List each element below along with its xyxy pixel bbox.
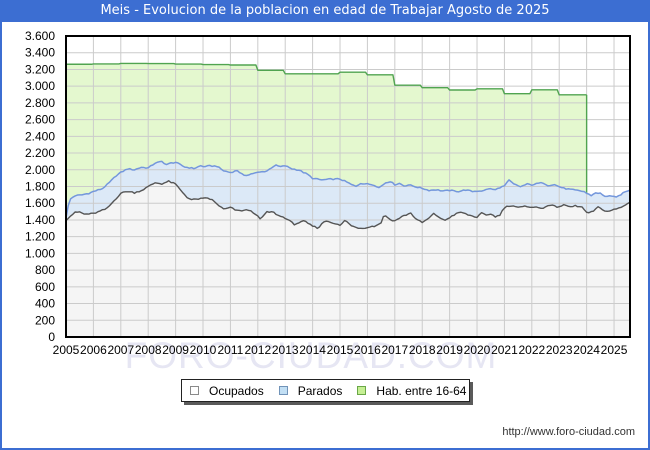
- ocupados-series-line: [65, 180, 631, 230]
- gridlines: [66, 36, 630, 337]
- y-axis-labels: 3.600 3.400 3.200 3.000 2.800 2.600 2.400 2.200…: [25, 29, 55, 344]
- y-tick-label: 3.000: [25, 79, 55, 93]
- y-tick-label: 2.200: [25, 146, 55, 160]
- plot-border: [65, 35, 631, 338]
- y-tick-label: 1.600: [25, 196, 55, 210]
- x-tick-label: 2009: [162, 343, 189, 357]
- x-tick-label: 2006: [80, 343, 107, 357]
- y-tick-label: 2.600: [25, 113, 55, 127]
- x-tick-label: 2024: [573, 343, 600, 357]
- x-tick-label: 2021: [491, 343, 518, 357]
- legend-item-ocupados: Ocupados: [190, 385, 264, 397]
- footer-url: http://www.foro-ciudad.com: [502, 426, 635, 438]
- parados-swatch-icon: [278, 386, 288, 395]
- x-tick-label: 2022: [518, 343, 545, 357]
- x-tick-label: 2010: [190, 343, 217, 357]
- legend-label-hab: Hab. entre 16-64: [376, 383, 467, 398]
- x-tick-label: 2023: [546, 343, 573, 357]
- y-tick-label: 1.800: [25, 180, 55, 194]
- chart-title: Meis - Evolucion de la poblacion en edad…: [100, 3, 550, 18]
- legend-item-hab: Hab. entre 16-64: [357, 385, 466, 397]
- parados-series-line: [65, 160, 631, 218]
- legend: Ocupados Parados Hab. entre 16-64: [181, 379, 471, 402]
- y-tick-label: 400: [35, 297, 55, 311]
- x-tick-label: 2013: [272, 343, 299, 357]
- hab-series-line: [66, 62, 587, 96]
- y-tick-label: 3.600: [25, 29, 55, 43]
- y-tick-label: 600: [35, 280, 55, 294]
- y-tick-label: 1.400: [25, 213, 55, 227]
- watermark: FORO-CIUDAD.COM: [124, 335, 498, 376]
- x-tick-label: 2017: [381, 343, 408, 357]
- x-tick-label: 2014: [299, 343, 326, 357]
- legend-label-parados: Parados: [297, 383, 343, 398]
- y-tick-label: 2.800: [25, 96, 55, 110]
- x-tick-label: 2012: [244, 343, 271, 357]
- x-tick-label: 2018: [409, 343, 436, 357]
- title-bar: Meis - Evolucion de la poblacion en edad…: [2, 2, 648, 22]
- x-tick-label: 2020: [464, 343, 491, 357]
- y-tick-label: 2.400: [25, 129, 55, 143]
- y-tick-label: 3.400: [25, 46, 55, 60]
- x-axis-labels: 2005 2006 2007 2008 2009 2010 2011 2012 2013 2014…: [53, 343, 628, 357]
- legend-label-ocupados: Ocupados: [209, 383, 264, 398]
- hab-entre-16-64-swatch-icon: [357, 386, 367, 395]
- x-tick-label: 2015: [327, 343, 354, 357]
- y-tick-label: 800: [35, 263, 55, 277]
- x-tick-label: 2025: [601, 343, 628, 357]
- legend-item-parados: Parados: [278, 383, 343, 398]
- x-tick-label: 2019: [436, 343, 463, 357]
- x-tick-label: 2011: [218, 343, 244, 357]
- y-tick-label: 0: [48, 330, 55, 344]
- x-tick-label: 2005: [53, 343, 80, 357]
- y-tick-label: 1.000: [25, 246, 55, 260]
- ocupados-swatch-icon: [190, 386, 199, 395]
- y-tick-label: 1.200: [25, 230, 55, 244]
- y-tick-label: 200: [35, 313, 55, 327]
- y-tick-label: 3.200: [25, 62, 55, 76]
- x-tick-label: 2016: [354, 343, 381, 357]
- x-tick-label: 2008: [135, 343, 162, 357]
- y-tick-label: 2.000: [25, 163, 55, 177]
- x-tick-label: 2007: [107, 343, 134, 357]
